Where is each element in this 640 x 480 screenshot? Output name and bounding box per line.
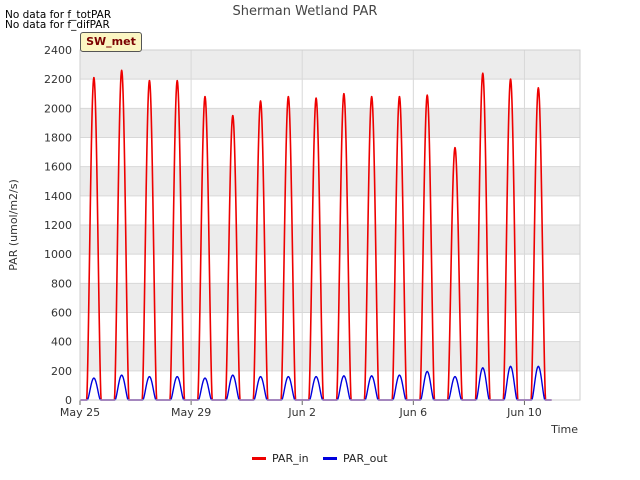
peak-point [259,375,262,378]
peak-point [481,367,484,369]
peak-point [120,69,123,72]
site-badge: SW_met [80,32,142,52]
peak-point [231,114,234,117]
peak-point [343,92,345,95]
peak-point [454,375,456,378]
peak-point [398,95,401,98]
peak-point [315,375,317,378]
background-band [80,225,580,255]
legend-swatch-par-out [323,457,337,460]
peak-point [343,375,345,377]
x-tick-label: May 29 [171,406,211,419]
peak-point [287,375,290,378]
peak-point [120,374,123,377]
y-tick-label: 2200 [44,73,72,86]
peak-point [93,377,95,379]
y-tick-label: 1400 [44,190,72,203]
background-band [80,341,580,371]
peak-point [93,76,95,79]
series-lines [80,69,552,401]
x-tick-label: Jun 10 [506,406,542,419]
y-tick-label: 1200 [44,219,72,232]
y-tick-label: 1000 [44,248,72,261]
peak-point [370,95,373,98]
y-tick-label: 1800 [44,132,72,145]
x-tick-label: Jun 2 [287,406,316,419]
y-tick-label: 200 [51,365,72,378]
peak-point [259,100,262,102]
peak-point [481,72,484,75]
peak-point [176,375,179,378]
legend-label-par-in: PAR_in [272,452,309,465]
peak-point [509,78,512,80]
no-data-note-2: No data for f_difPAR [5,19,110,31]
legend-item-par-out: PAR_out [323,452,388,465]
legend-item-par-in: PAR_in [252,452,309,465]
background-band [80,166,580,196]
peak-point [315,97,317,99]
background-band [80,108,580,138]
legend-label-par-out: PAR_out [343,452,388,465]
x-tick-label: Jun 6 [398,406,427,419]
peak-point [454,146,456,149]
peak-point [148,79,151,82]
y-tick-label: 600 [51,307,72,320]
x-tick-label: May 25 [60,406,100,419]
x-axis-label: Time [550,423,578,436]
peak-point [426,94,429,97]
y-tick-label: 400 [51,336,72,349]
peak-point [426,370,429,373]
no-data-note-1: No data for f_totPAR [5,9,112,21]
y-axis-label: PAR (umol/m2/s) [7,179,20,271]
peak-point [537,87,540,89]
y-tick-label: 800 [51,277,72,290]
y-tick-label: 1600 [44,161,72,174]
peak-point [398,374,401,377]
peak-point [204,377,206,379]
peak-point [287,95,290,98]
y-tick-label: 0 [65,394,72,407]
peak-point [537,365,540,368]
y-tick-label: 2000 [44,102,72,115]
plot-frame [79,49,581,401]
axes: 0 200 400 600 800 1000 1200 1400 1600 1800 2000 220… [44,44,581,419]
legend-swatch-par-in [252,457,266,460]
peak-point [204,95,206,98]
background-band [80,283,580,313]
peak-point [370,375,373,377]
peak-point [509,365,512,368]
chart-title: Sherman Wetland PAR [233,4,378,19]
peak-point [148,375,151,378]
background-band [80,50,580,80]
peak-point [231,374,234,377]
y-tick-label: 2400 [44,44,72,57]
peak-point [176,79,179,82]
